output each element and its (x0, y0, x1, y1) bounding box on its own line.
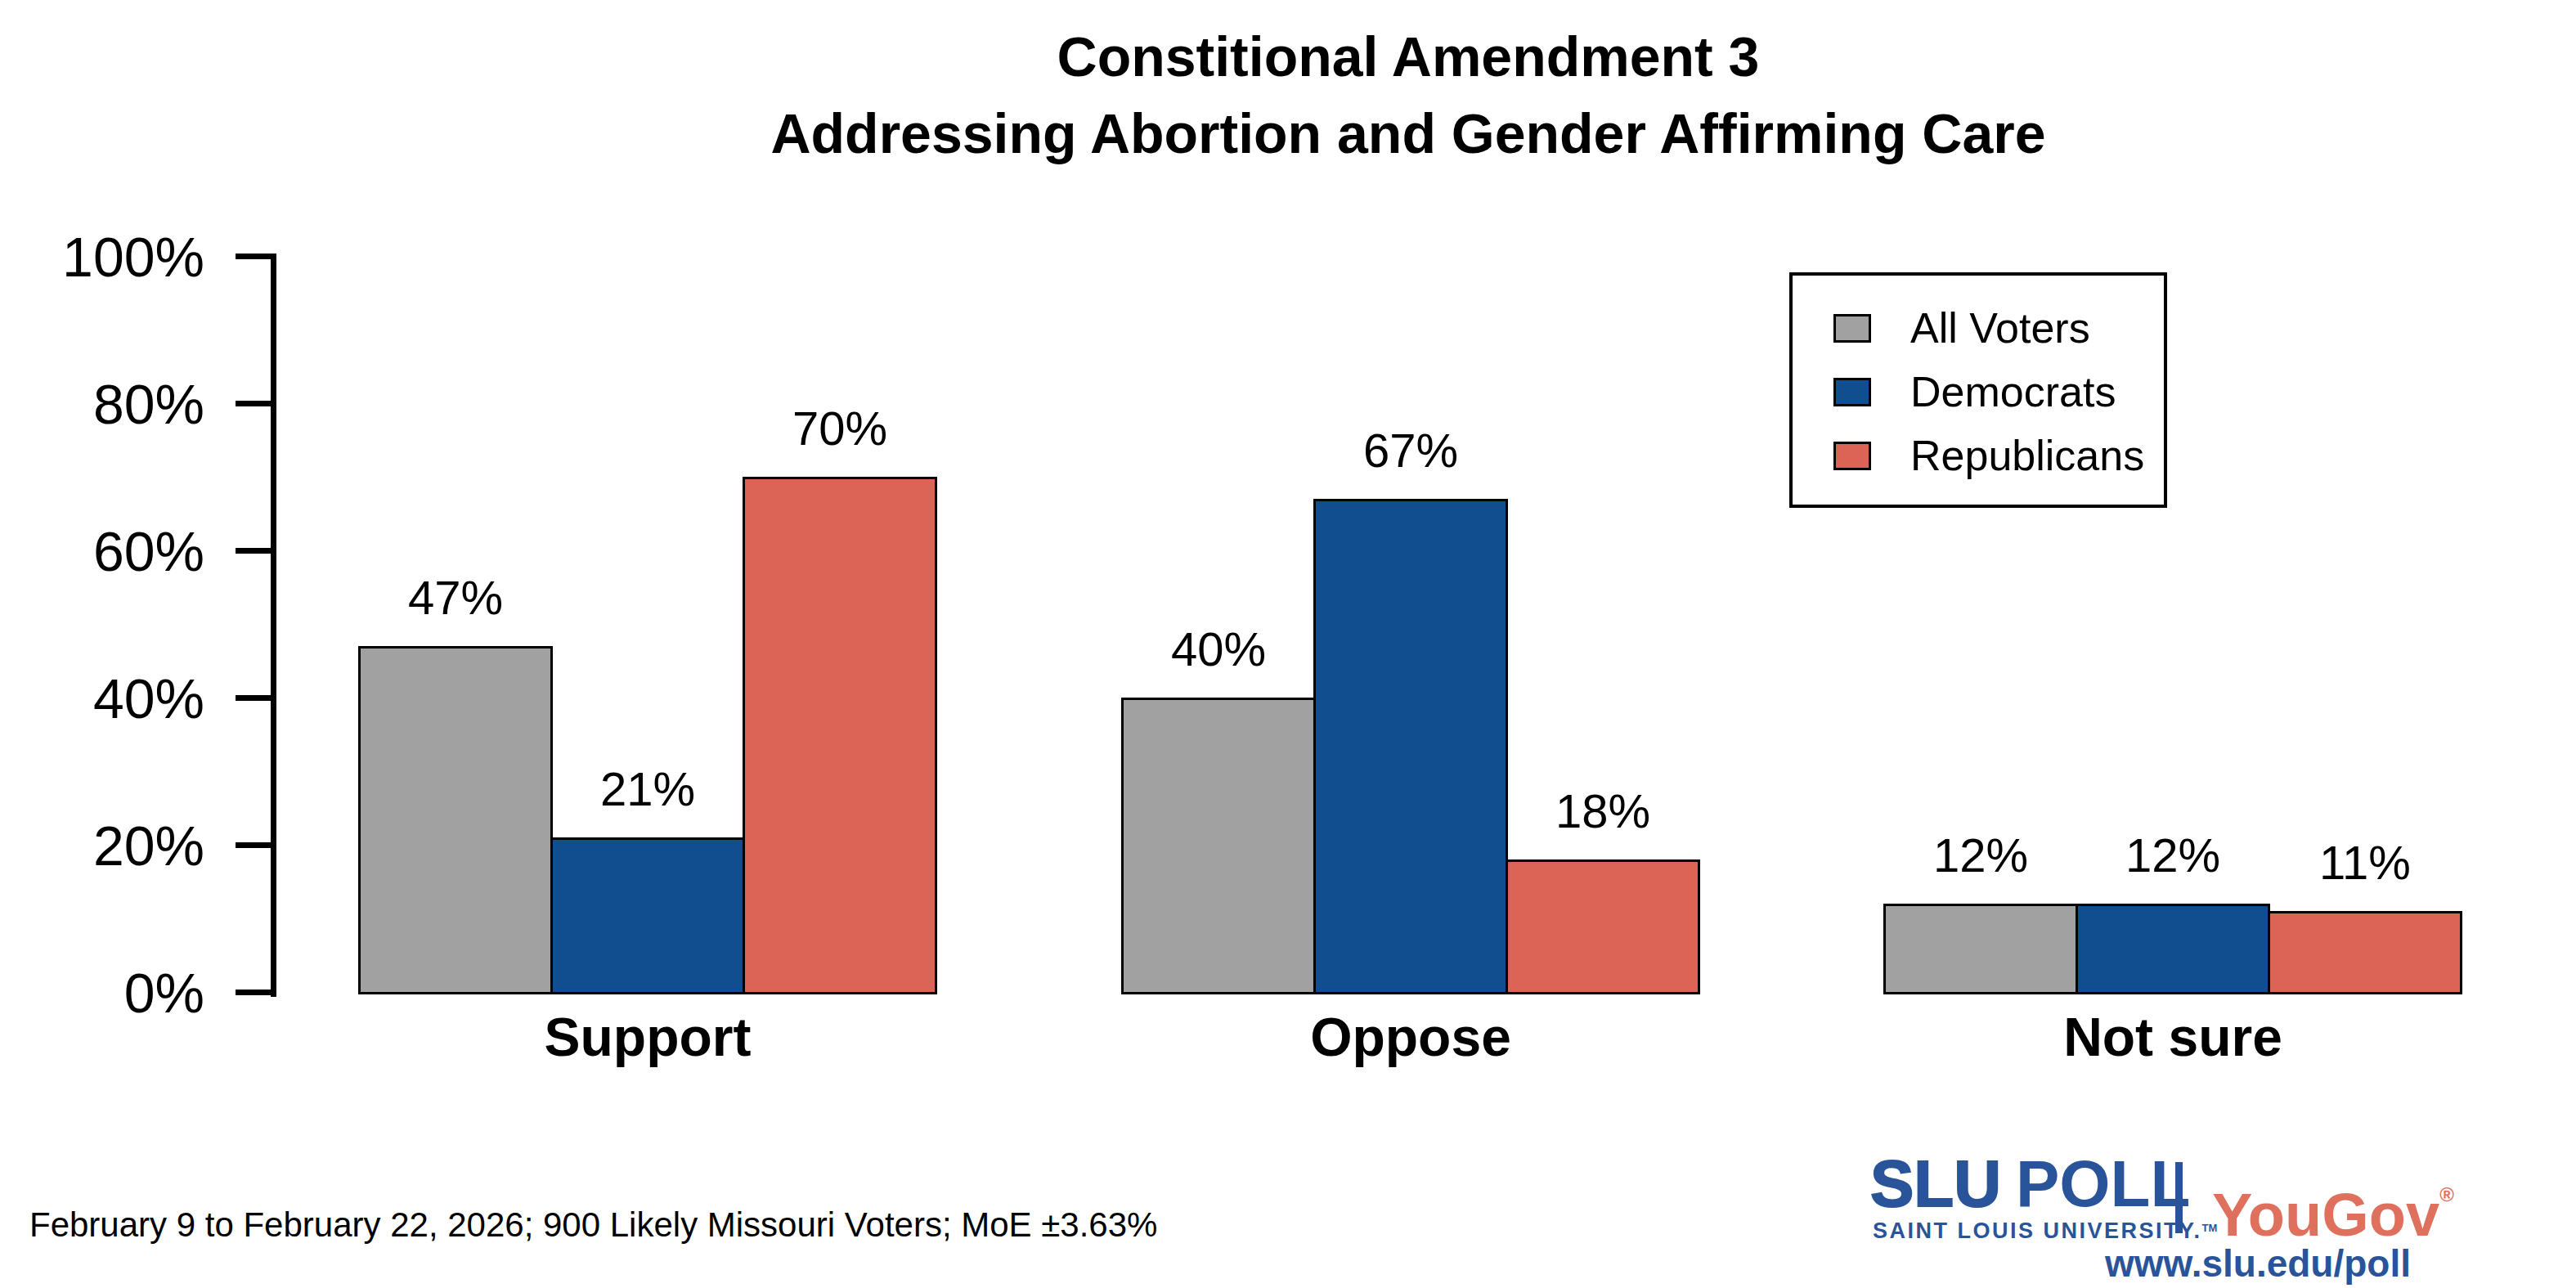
y-axis-tick-label: 40% (0, 671, 204, 726)
legend-item: All Voters (1833, 300, 2164, 356)
bar-value-label: 67% (1289, 424, 1533, 478)
logo-divider-bar (2175, 1162, 2183, 1233)
slu-poll-logo: SLUPOLL (1870, 1151, 2190, 1217)
saint-louis-university-label: SAINT LOUIS UNIVERSITY. (1873, 1218, 2202, 1243)
legend-swatch-all-voters (1833, 314, 1871, 343)
registered-symbol: ® (2439, 1183, 2454, 1205)
legend-item-label: Republicans (1910, 431, 2144, 480)
y-axis-tick (236, 695, 273, 701)
bar-democrats-oppose (1313, 499, 1508, 994)
bar-value-label: 40% (1097, 622, 1340, 677)
bar-value-label: 18% (1481, 784, 1725, 839)
y-axis-tick-label: 0% (0, 965, 204, 1021)
legend-swatch-republicans (1833, 442, 1871, 470)
bar-democrats-not-sure (2076, 904, 2270, 994)
y-axis-tick-label: 20% (0, 818, 204, 873)
yougov-logo: YouGov® (2212, 1165, 2454, 1245)
bar-all-voters-not-sure (1883, 904, 2078, 994)
y-axis-tick (236, 254, 273, 259)
bar-republicans-oppose (1506, 859, 1700, 994)
bar-value-label: 70% (718, 402, 962, 456)
y-axis-tick-label: 60% (0, 523, 204, 579)
poll-logo-text: POLL (2016, 1147, 2190, 1220)
bar-value-label: 47% (334, 571, 577, 626)
y-axis-line (271, 254, 276, 997)
bar-value-label: 21% (526, 762, 770, 817)
bar-value-label: 11% (2243, 836, 2487, 891)
legend-swatch-democrats (1833, 378, 1871, 406)
legend-item-label: Democrats (1910, 367, 2116, 416)
yougov-logo-text: YouGov (2212, 1181, 2439, 1249)
y-axis-tick-label: 100% (0, 229, 204, 285)
y-axis-tick-label: 80% (0, 376, 204, 432)
slu-poll-url: www.slu.edu/poll (2105, 1241, 2411, 1286)
saint-louis-university-text: SAINT LOUIS UNIVERSITY.TM (1873, 1218, 2217, 1244)
bar-chart: 0%20%40%60%80%100%47%40%12%21%67%12%70%1… (0, 0, 2576, 1288)
legend-item: Democrats (1833, 364, 2164, 420)
methodology-note: February 9 to February 22, 2026; 900 Lik… (29, 1205, 1157, 1245)
x-category-label: Oppose (1165, 1008, 1656, 1067)
bar-republicans-not-sure (2268, 911, 2462, 994)
y-axis-tick (236, 842, 273, 848)
y-axis-tick (236, 548, 273, 554)
poll-chart-page: Constitional Amendment 3 Addressing Abor… (0, 0, 2576, 1288)
legend-item-label: All Voters (1910, 303, 2090, 352)
legend: All Voters Democrats Republicans (1789, 272, 2167, 508)
y-axis-tick (236, 990, 273, 995)
slu-logo-text: SLU (1870, 1147, 2001, 1220)
y-axis-tick (236, 401, 273, 406)
bar-all-voters-oppose (1121, 698, 1316, 994)
legend-item: Republicans (1833, 428, 2164, 483)
x-category-label: Support (402, 1008, 893, 1067)
bar-democrats-support (550, 837, 745, 994)
bar-republicans-support (743, 477, 937, 994)
bar-all-voters-support (358, 646, 553, 994)
x-category-label: Not sure (1928, 1008, 2418, 1067)
